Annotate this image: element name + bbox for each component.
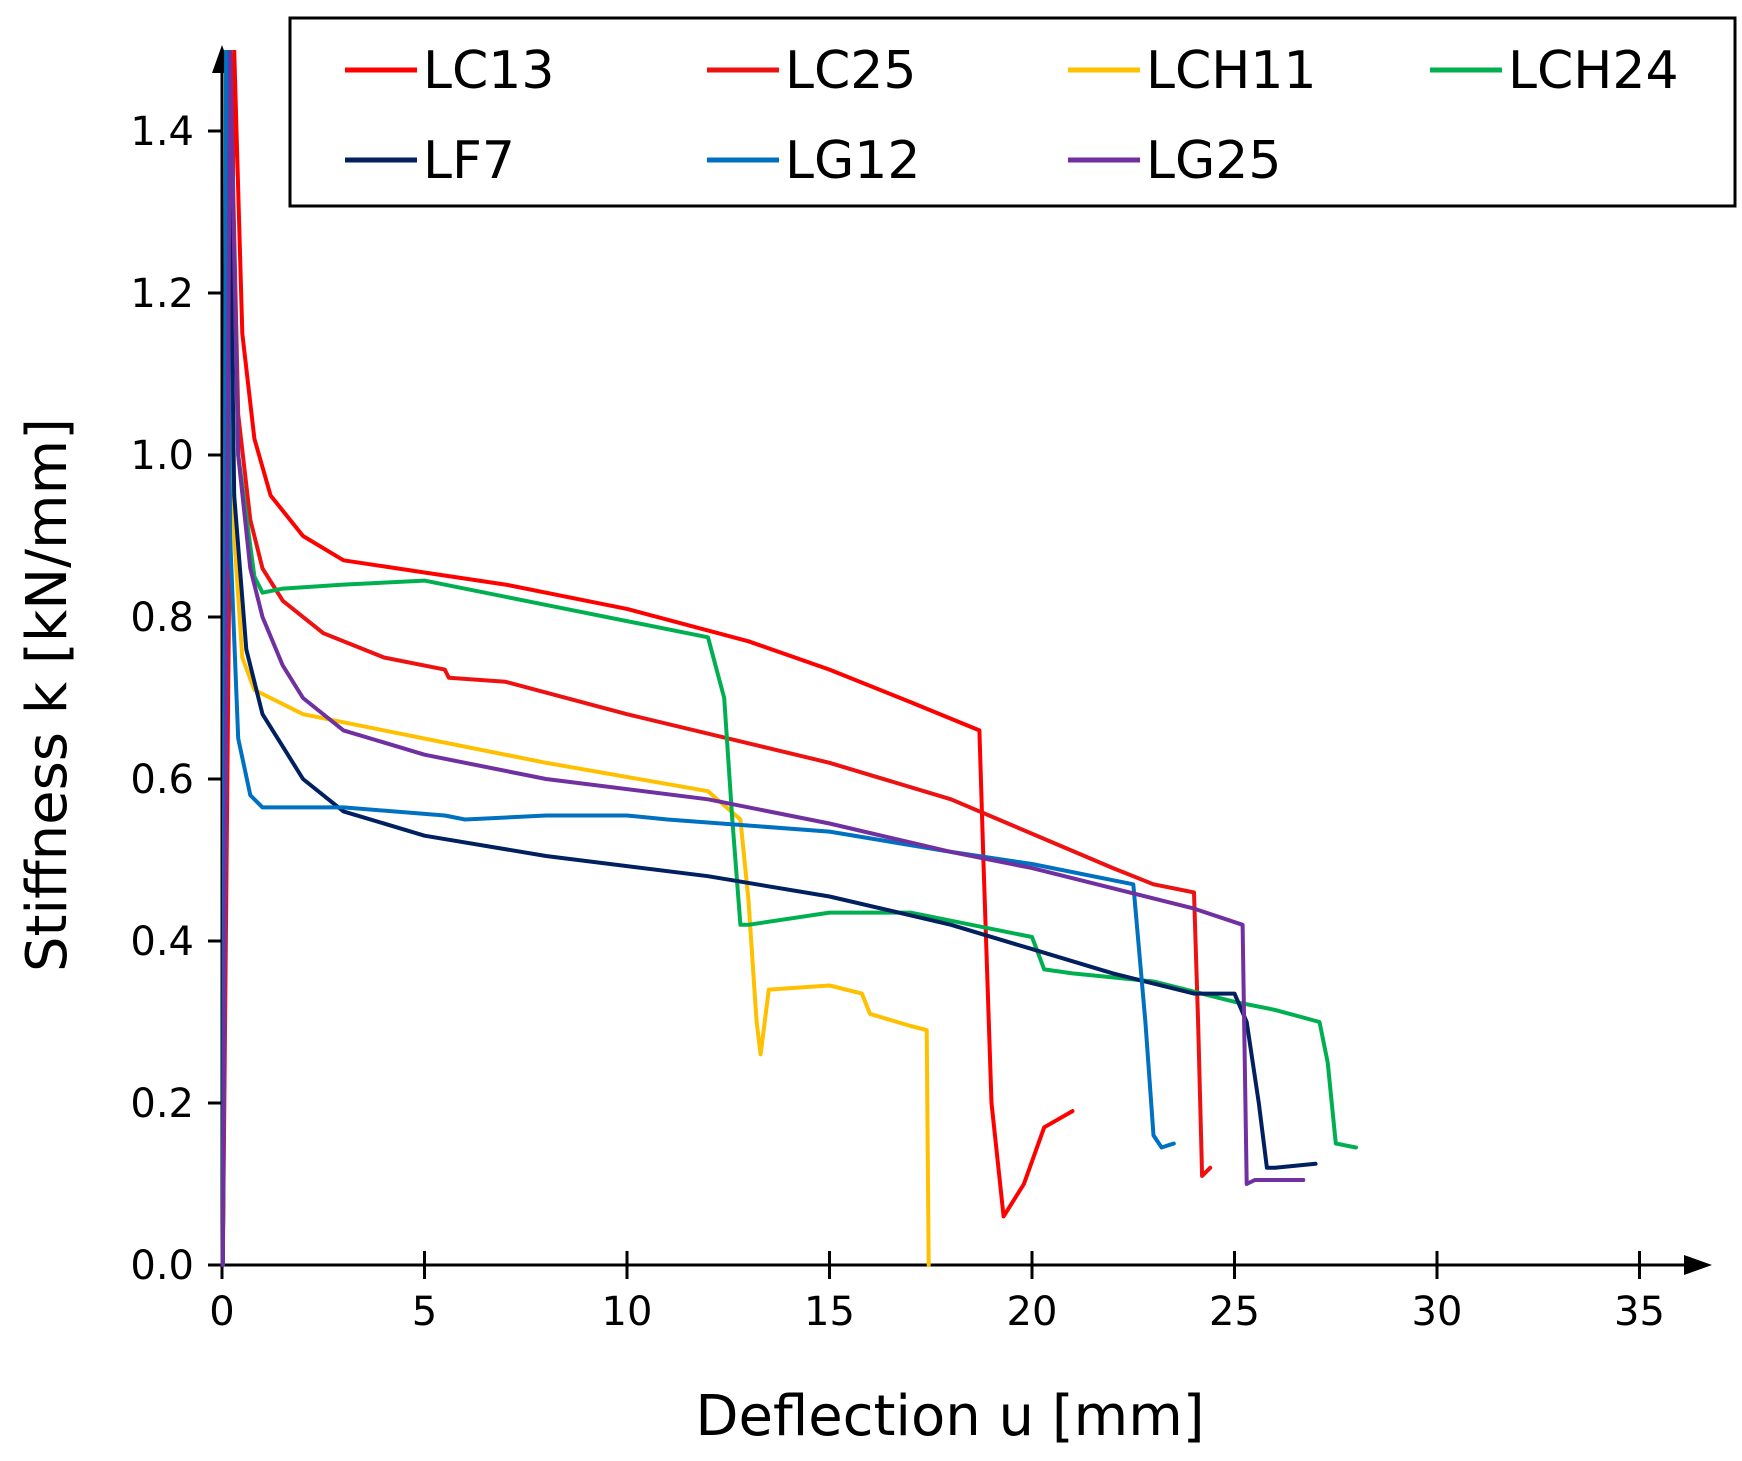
x-tick-label: 20	[1007, 1289, 1058, 1335]
legend-label-lf7: LF7	[423, 131, 515, 191]
x-tick-label: 35	[1614, 1289, 1665, 1335]
y-tick-label: 1.4	[130, 109, 194, 155]
x-tick-label: 30	[1412, 1289, 1463, 1335]
series-line-lc25	[220, 50, 1213, 1267]
x-tick-label: 10	[602, 1289, 653, 1335]
series-layer	[220, 50, 1358, 1267]
y-tick-label: 0.0	[130, 1243, 194, 1289]
y-tick-label: 0.2	[130, 1081, 194, 1127]
x-tick-label: 25	[1209, 1289, 1260, 1335]
legend-label-lg12: LG12	[785, 131, 920, 191]
series-line-lch11	[220, 50, 931, 1267]
y-tick-label: 0.4	[130, 919, 194, 965]
legend-label-lch11: LCH11	[1146, 41, 1317, 101]
y-tick-label: 0.6	[130, 757, 194, 803]
series-line-lc13	[220, 50, 1075, 1267]
series-line-lg25	[220, 50, 1306, 1267]
y-tick-label: 1.0	[130, 433, 194, 479]
legend: LC13 LC25 LCH11 LCH24 LF7 LG12 LG25	[288, 16, 1737, 208]
y-axis-title: Stiffness k [kN/mm]	[15, 418, 80, 972]
series-line-lf7	[220, 50, 1318, 1267]
x-axis-title: Deflection u [mm]	[695, 1384, 1204, 1449]
x-tick-label: 5	[412, 1289, 437, 1335]
series-line-lch24	[220, 50, 1358, 1267]
legend-box	[288, 16, 1737, 208]
axes-layer: 0 5 10 15 20 25 30 35 0.0 0.2 0.4 0.6 0.8 1.0 1.2 1.4	[130, 45, 1712, 1335]
legend-label-lch24: LCH24	[1508, 41, 1679, 101]
legend-label-lg25: LG25	[1146, 131, 1281, 191]
x-tick-label: 0	[209, 1289, 234, 1335]
y-tick-label: 0.8	[130, 595, 194, 641]
legend-label-lc13: LC13	[423, 41, 554, 101]
series-line-lg12	[220, 50, 1176, 1267]
x-axis-arrow	[1684, 1255, 1712, 1275]
y-tick-label: 1.2	[130, 271, 194, 317]
legend-label-lc25: LC25	[785, 41, 916, 101]
x-tick-label: 15	[804, 1289, 855, 1335]
